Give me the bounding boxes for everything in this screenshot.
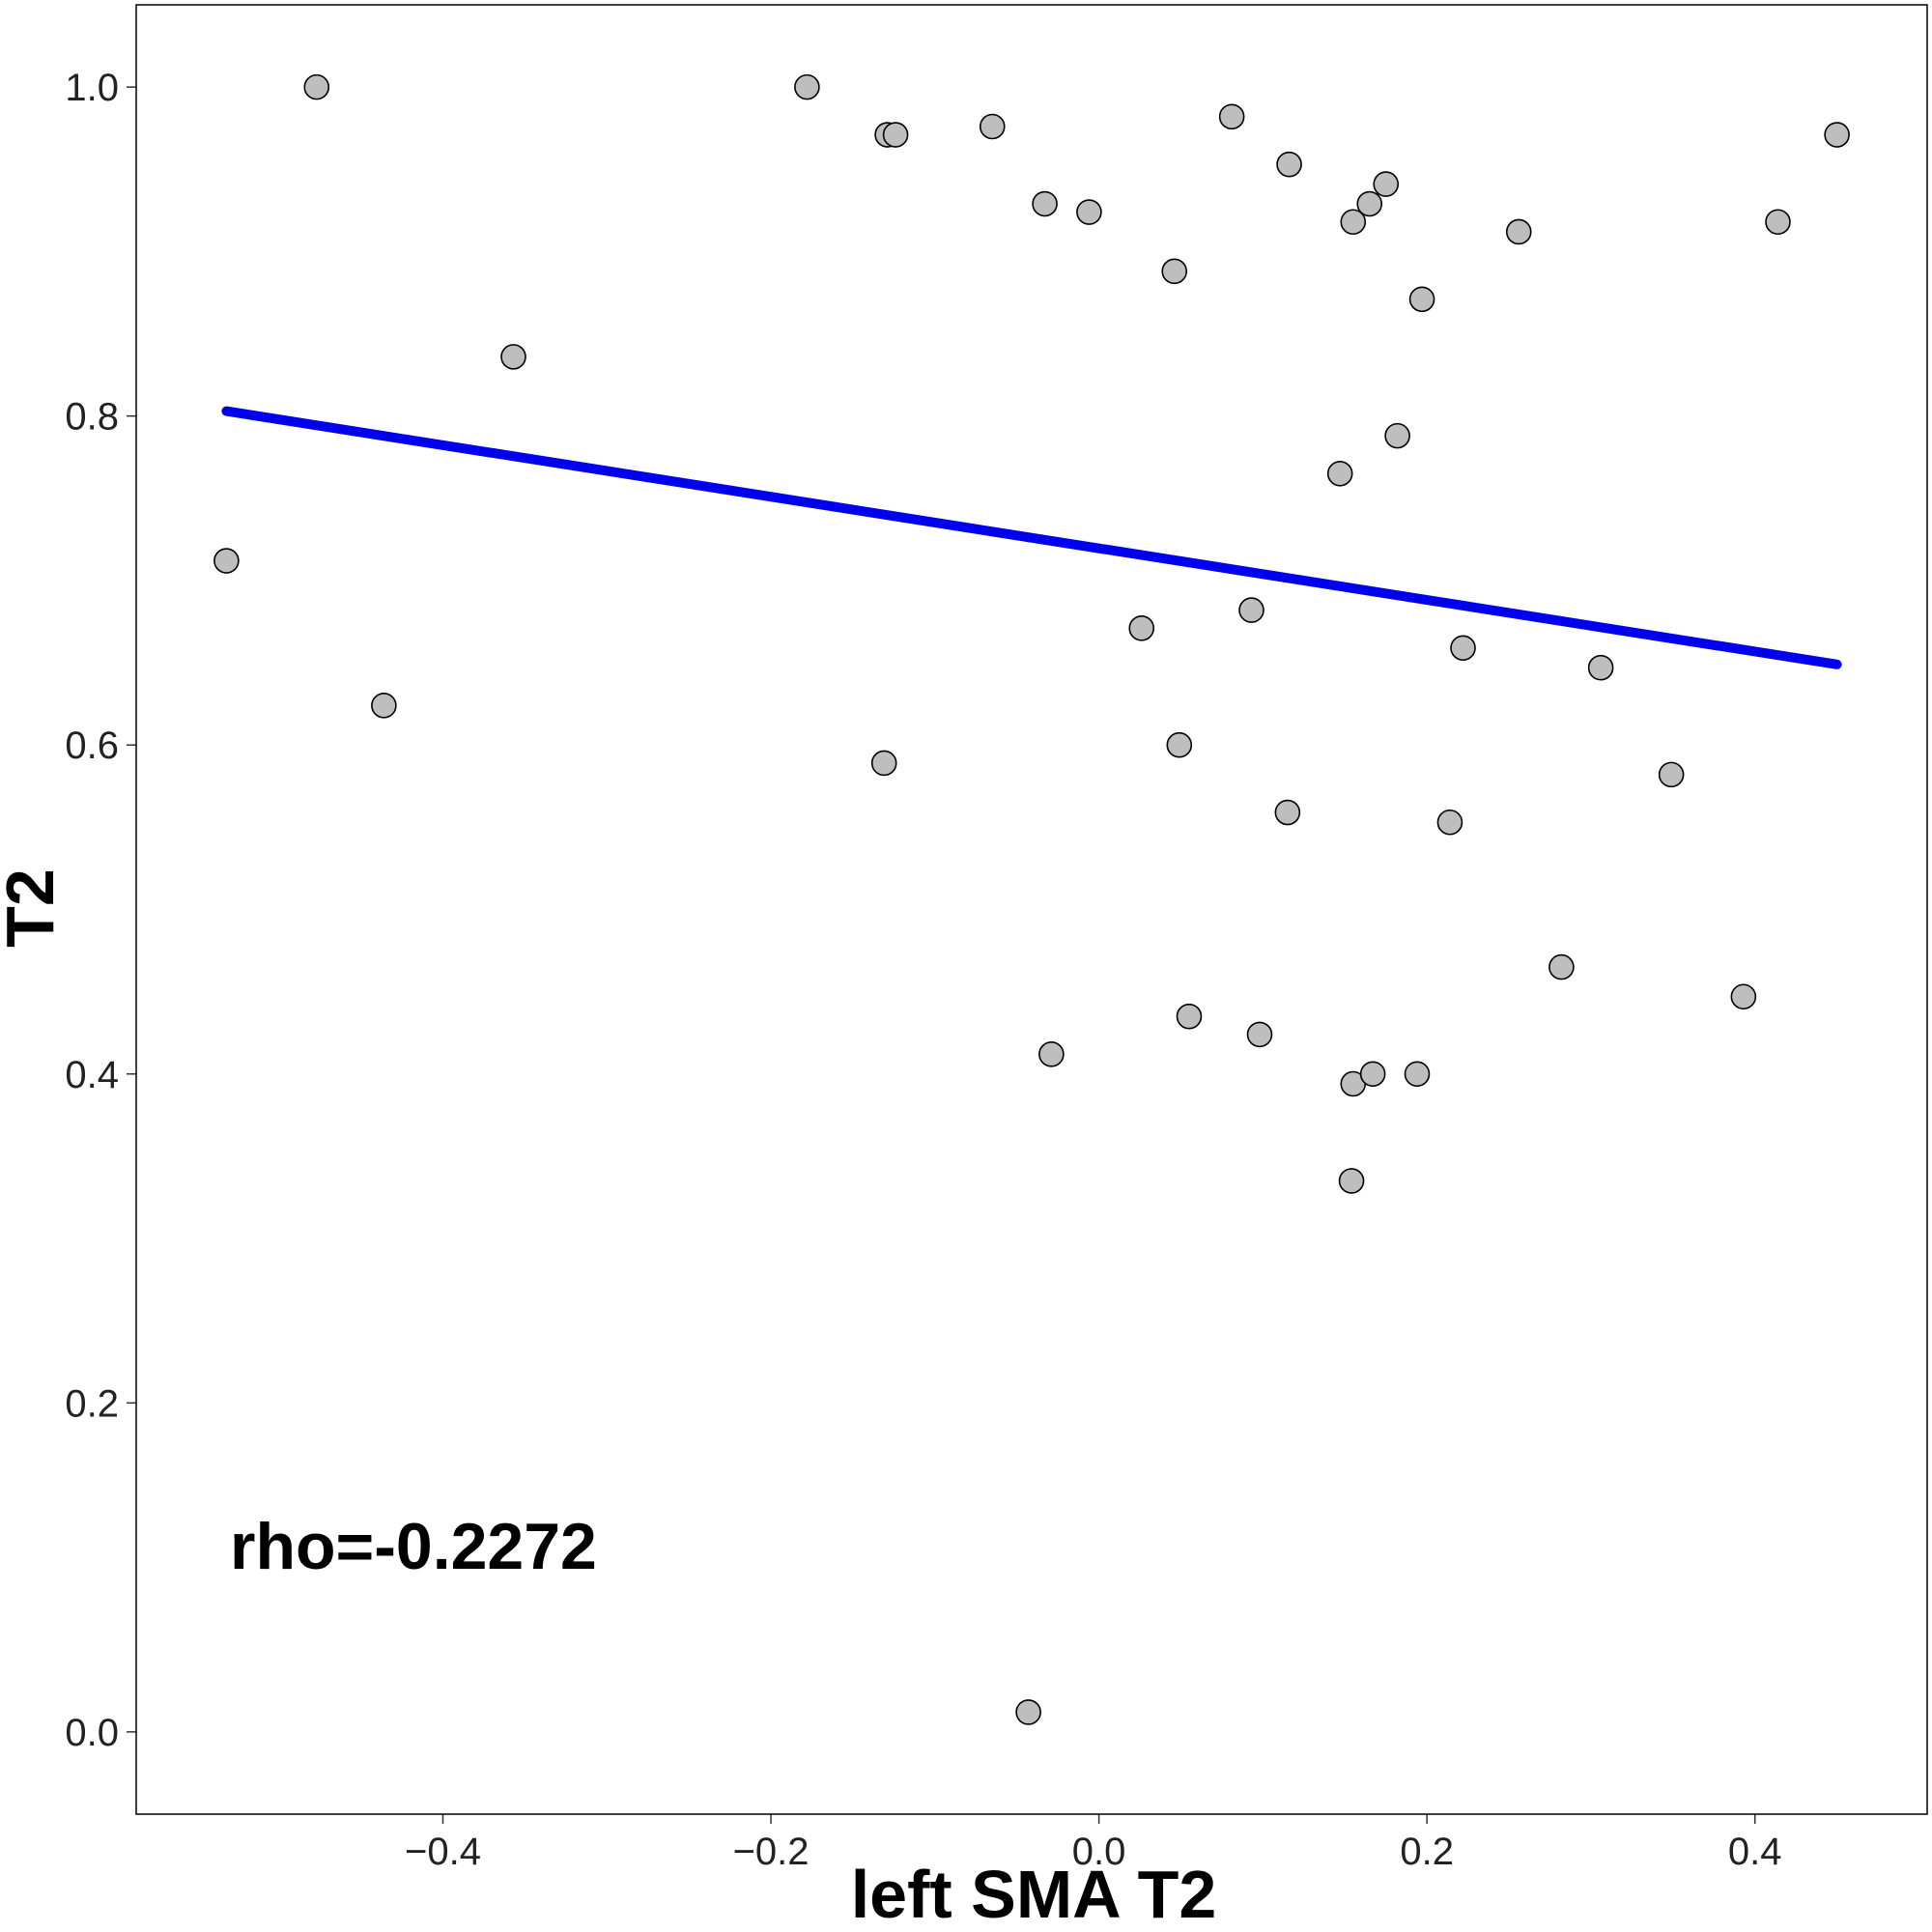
data-point-18 <box>1218 103 1245 130</box>
y-tick-label-5: 0.8 <box>65 396 119 439</box>
data-point-36 <box>1548 953 1575 980</box>
x-tick-label-4: 0.2 <box>1400 1831 1454 1873</box>
data-point-28 <box>1359 1061 1386 1088</box>
data-point-10 <box>1032 190 1058 217</box>
x-tick-label-3: 0.0 <box>1072 1831 1126 1873</box>
data-point-41 <box>1824 122 1850 148</box>
x-axis: −0.4 −0.2 0.0 0.2 0.4 <box>405 1814 1782 1873</box>
data-point-33 <box>1436 809 1463 836</box>
data-point-13 <box>1076 199 1102 225</box>
y-tick-label-6: 1.0 <box>65 67 119 109</box>
trend-line <box>221 406 1842 669</box>
y-tick-label-2: 0.2 <box>65 1382 119 1425</box>
data-point-29 <box>1373 171 1400 197</box>
data-point-34 <box>1450 635 1476 662</box>
data-point-15 <box>1161 258 1188 285</box>
data-point-32 <box>1408 286 1435 313</box>
data-point-9 <box>979 113 1006 140</box>
data-point-8 <box>870 750 897 777</box>
rho-annotation: rho=-0.2272 <box>230 1510 597 1583</box>
y-tick-label-4: 0.6 <box>65 724 119 767</box>
data-point-27 <box>1356 190 1383 217</box>
data-point-2 <box>303 73 330 100</box>
x-axis-title: left SMA T2 <box>851 1857 1217 1932</box>
data-point-22 <box>1274 799 1301 826</box>
y-axis-title: T2 <box>0 868 68 948</box>
data-point-21 <box>1276 151 1302 178</box>
data-point-19 <box>1238 597 1264 623</box>
data-point-7 <box>882 122 909 148</box>
data-point-5 <box>794 73 820 100</box>
data-point-23 <box>1326 460 1353 487</box>
data-point-26 <box>1338 1168 1365 1194</box>
data-point-14 <box>1128 615 1155 641</box>
data-point-17 <box>1176 1003 1203 1030</box>
x-tick-label-5: 0.4 <box>1728 1831 1782 1873</box>
panel-border <box>135 4 1928 1815</box>
data-point-11 <box>1038 1041 1065 1067</box>
data-point-1 <box>213 548 240 574</box>
x-tick-label-2: −0.2 <box>733 1831 810 1873</box>
data-point-16 <box>1166 731 1193 758</box>
data-point-31 <box>1404 1061 1431 1088</box>
data-point-12 <box>1015 1699 1041 1725</box>
y-tick-label-3: 0.4 <box>65 1054 119 1096</box>
x-tick-label-1: −0.4 <box>405 1831 481 1873</box>
data-point-39 <box>1730 983 1757 1010</box>
y-tick-label-1: 0.0 <box>65 1712 119 1754</box>
data-point-40 <box>1765 209 1791 236</box>
data-point-3 <box>371 693 397 719</box>
data-point-38 <box>1658 761 1685 788</box>
data-point-35 <box>1505 218 1532 245</box>
y-axis: 0.0 0.2 0.4 0.6 0.8 1.0 <box>65 67 136 1754</box>
data-point-20 <box>1246 1021 1273 1048</box>
data-point-30 <box>1384 422 1410 449</box>
data-point-37 <box>1587 654 1614 681</box>
plot-area <box>213 73 1850 1725</box>
data-point-24 <box>1340 209 1367 236</box>
data-point-4 <box>500 344 526 370</box>
